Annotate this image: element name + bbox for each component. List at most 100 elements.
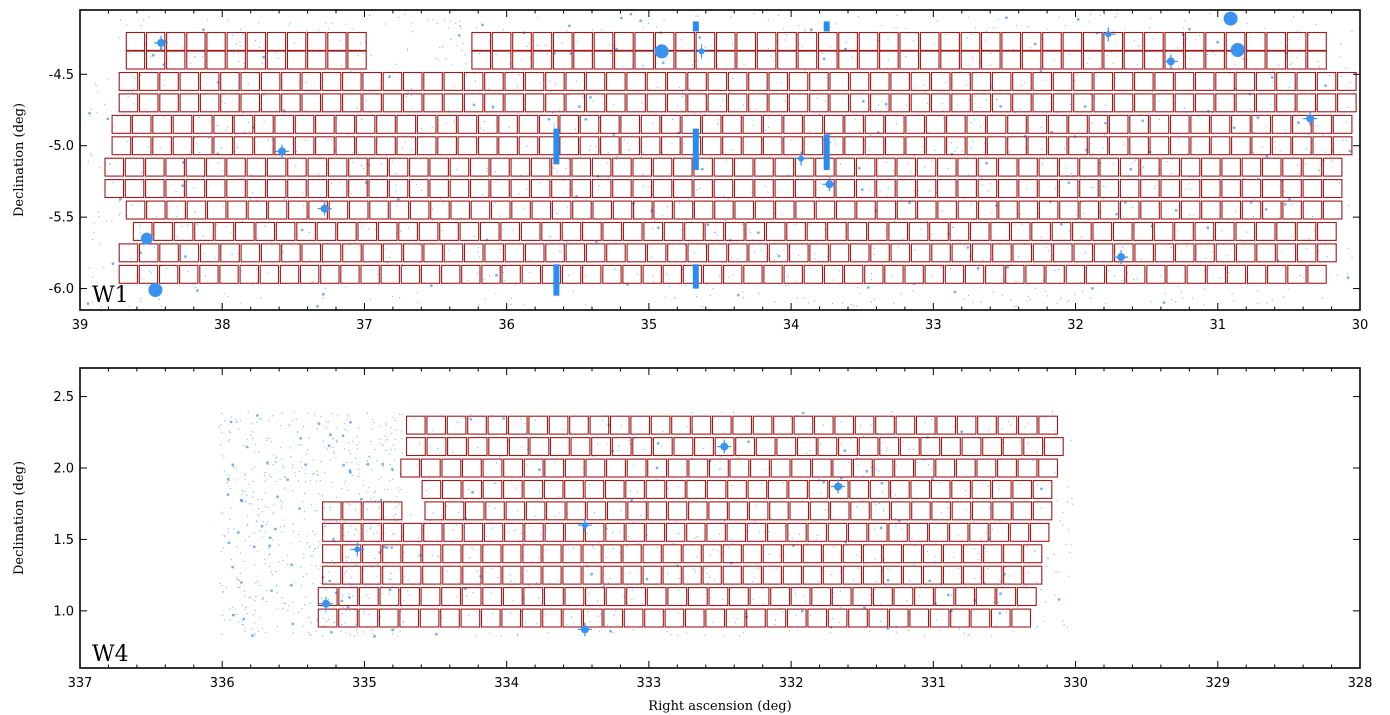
pointing-tile xyxy=(606,243,626,263)
pointing-tile xyxy=(1023,437,1044,457)
faint-star xyxy=(1137,45,1139,47)
faint-star xyxy=(717,119,719,121)
faint-star xyxy=(768,530,770,533)
faint-star xyxy=(965,474,967,476)
pointing-tile xyxy=(695,31,716,51)
pointing-tile xyxy=(564,587,585,607)
faint-star xyxy=(342,606,344,609)
faint-star xyxy=(916,462,918,464)
faint-star xyxy=(503,228,505,230)
faint-star xyxy=(693,568,696,570)
pointing-tile xyxy=(767,522,787,542)
pointing-tile xyxy=(484,71,504,91)
pointing-tile xyxy=(226,31,246,51)
faint-star xyxy=(140,74,142,76)
pointing-tile xyxy=(532,31,553,51)
faint-star xyxy=(241,623,243,626)
faint-star xyxy=(800,609,804,613)
faint-star xyxy=(973,548,975,550)
pointing-tile xyxy=(315,136,335,156)
faint-star xyxy=(90,108,92,110)
faint-star xyxy=(538,453,540,455)
faint-star xyxy=(1060,222,1063,226)
pointing-tile xyxy=(876,179,896,199)
pointing-tile xyxy=(735,437,756,457)
pointing-tile xyxy=(420,587,441,607)
pointing-tile xyxy=(299,264,320,284)
faint-star xyxy=(336,439,339,441)
faint-star xyxy=(345,286,347,288)
faint-star xyxy=(281,531,283,533)
pointing-tile xyxy=(138,71,159,91)
pointing-tile xyxy=(1123,50,1144,70)
faint-star xyxy=(494,201,496,204)
faint-star xyxy=(237,621,239,623)
pointing-tile xyxy=(789,501,810,521)
pointing-tile xyxy=(376,114,396,134)
pointing-tile xyxy=(600,114,620,134)
faint-star xyxy=(662,215,664,217)
pointing-tile xyxy=(827,522,848,542)
pointing-tile xyxy=(682,264,703,284)
pointing-tile xyxy=(461,264,481,284)
faint-star xyxy=(305,139,307,141)
pointing-tile xyxy=(849,93,870,113)
pointing-tile xyxy=(910,93,931,113)
faint-star xyxy=(911,537,913,540)
faint-star xyxy=(194,211,196,213)
faint-star xyxy=(440,198,442,200)
faint-star xyxy=(86,302,90,305)
pointing-tile xyxy=(803,136,824,156)
faint-star xyxy=(441,617,443,619)
faint-star xyxy=(724,219,726,222)
pointing-tile xyxy=(769,501,789,521)
faint-star xyxy=(721,411,723,413)
faint-star xyxy=(914,87,916,89)
faint-star xyxy=(295,418,297,420)
faint-star xyxy=(285,477,287,479)
pointing-tile xyxy=(632,179,653,199)
pointing-tile xyxy=(673,200,694,220)
pointing-tile xyxy=(632,437,653,457)
faint-star xyxy=(777,189,779,191)
pointing-tile xyxy=(342,501,362,521)
faint-star xyxy=(1123,201,1127,204)
faint-star xyxy=(830,133,832,135)
faint-star xyxy=(383,545,386,549)
pointing-tile xyxy=(457,136,478,156)
pointing-tile xyxy=(501,608,522,628)
faint-star xyxy=(97,91,99,93)
faint-star xyxy=(209,121,211,123)
pointing-tile xyxy=(713,179,734,199)
pointing-tile xyxy=(347,31,367,51)
faint-star xyxy=(650,256,652,258)
faint-star xyxy=(691,64,693,66)
faint-star xyxy=(1340,43,1342,45)
faint-star xyxy=(356,629,358,631)
faint-star xyxy=(686,632,688,634)
pointing-tile xyxy=(439,221,459,241)
faint-star xyxy=(93,231,95,233)
faint-star xyxy=(370,440,372,443)
faint-star xyxy=(466,279,469,281)
pointing-tile xyxy=(259,264,280,284)
faint-star xyxy=(472,592,474,594)
faint-star xyxy=(355,564,357,566)
pointing-tile xyxy=(1166,264,1186,284)
faint-star xyxy=(335,457,337,459)
pointing-tile xyxy=(1027,136,1048,156)
faint-star xyxy=(450,38,452,41)
faint-star xyxy=(224,198,227,200)
faint-star xyxy=(515,487,517,489)
pointing-tile xyxy=(1068,136,1088,156)
pointing-tile xyxy=(1108,136,1129,156)
faint-star xyxy=(796,297,798,299)
faint-star xyxy=(160,265,162,267)
faint-star xyxy=(652,122,654,124)
faint-star xyxy=(582,96,584,98)
pointing-tile xyxy=(483,522,504,542)
pointing-tile xyxy=(1266,50,1287,70)
faint-star xyxy=(1053,472,1056,474)
faint-star xyxy=(855,305,858,307)
pointing-tile xyxy=(1099,157,1120,177)
